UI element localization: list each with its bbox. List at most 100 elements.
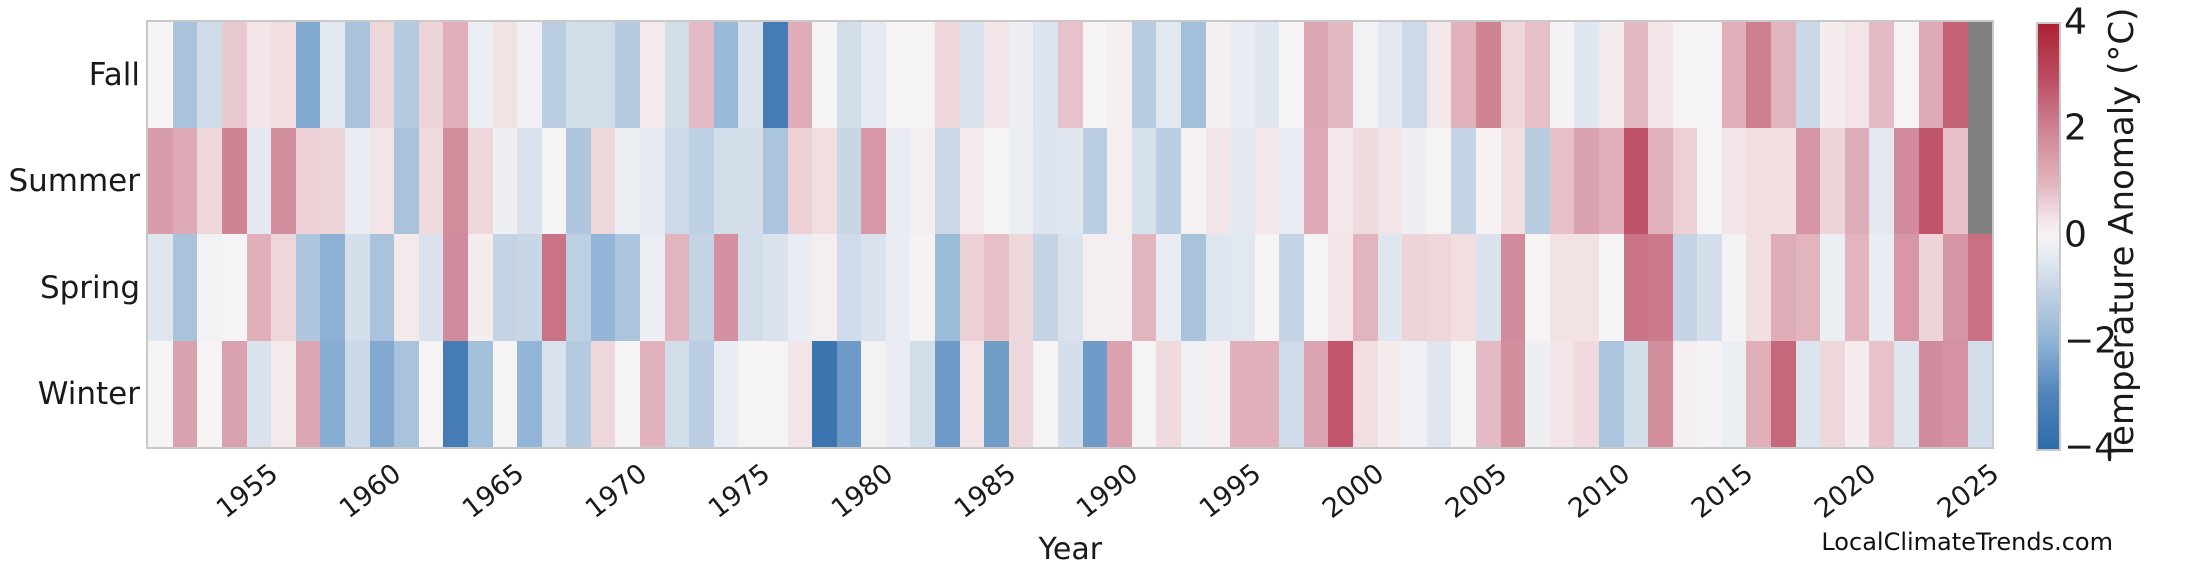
heatmap-cell: [1131, 234, 1157, 341]
heatmap-cell: [1107, 128, 1133, 234]
x-tick-label-1965: 1965: [456, 458, 530, 525]
heatmap-cell: [910, 341, 936, 447]
heatmap-cell: [1254, 128, 1280, 234]
heatmap-cell: [1672, 128, 1698, 234]
heatmap-cell: [1967, 128, 1993, 234]
heatmap-cell: [1328, 22, 1354, 128]
heatmap-cell: [320, 234, 346, 341]
heatmap-cell: [1771, 128, 1797, 234]
heatmap-cell: [1107, 234, 1133, 341]
heatmap-cell: [1721, 128, 1748, 234]
heatmap-cell: [590, 234, 617, 341]
heatmap-cell: [1549, 128, 1575, 234]
heatmap-cell: [738, 341, 764, 447]
heatmap-cell: [738, 22, 764, 128]
heatmap-cell: [1426, 128, 1452, 234]
heatmap-cell: [1967, 341, 1993, 447]
heatmap-cell: [1008, 234, 1034, 341]
heatmap-cell: [517, 341, 543, 447]
row-label-winter: Winter: [37, 376, 140, 412]
heatmap-cell: [541, 128, 567, 234]
heatmap-cell: [1893, 22, 1920, 128]
heatmap-cell: [197, 22, 223, 128]
x-tick-label-2010: 2010: [1563, 458, 1637, 525]
heatmap-cell: [1869, 128, 1895, 234]
heatmap-cell: [1623, 341, 1649, 447]
heatmap-cell: [885, 341, 912, 447]
heatmap-cell: [1918, 234, 1944, 341]
heatmap-cell: [762, 22, 789, 128]
colorbar-tick-0: 0: [2064, 214, 2087, 255]
heatmap-cell: [1893, 128, 1920, 234]
heatmap-cell: [394, 22, 420, 128]
heatmap-cell: [812, 234, 838, 341]
heatmap-cell: [1205, 22, 1231, 128]
heatmap-cell: [640, 234, 666, 341]
heatmap-cell: [984, 128, 1010, 234]
heatmap-cell: [664, 128, 690, 234]
heatmap-cell: [1500, 234, 1526, 341]
heatmap-cell: [1820, 22, 1846, 128]
heatmap-cell: [492, 22, 518, 128]
heatmap-cell: [222, 234, 248, 341]
heatmap-cell: [246, 341, 272, 447]
heatmap-cell: [689, 22, 715, 128]
heatmap-cell: [541, 22, 567, 128]
heatmap-cell: [1844, 22, 1870, 128]
heatmap-cell: [1500, 22, 1526, 128]
heatmap-cell: [1500, 128, 1526, 234]
heatmap-cell: [1230, 234, 1256, 341]
heatmap-cell: [418, 341, 444, 447]
heatmap-cell: [1771, 234, 1797, 341]
heatmap-cell: [762, 341, 789, 447]
heatmap-cell: [984, 22, 1010, 128]
heatmap-cell: [738, 128, 764, 234]
heatmap-cell: [1426, 341, 1452, 447]
heatmap-cell: [1648, 22, 1674, 128]
heatmap-cell: [861, 341, 887, 447]
heatmap-cell: [492, 341, 518, 447]
heatmap-cell: [1230, 22, 1256, 128]
heatmap-cell: [1058, 128, 1084, 234]
heatmap-cell: [1156, 22, 1182, 128]
heatmap-cell: [1525, 128, 1551, 234]
heatmap-cell: [222, 341, 248, 447]
heatmap-cell: [1574, 234, 1600, 341]
heatmap-cell: [541, 341, 567, 447]
heatmap-cell: [1844, 128, 1870, 234]
heatmap-cell: [1869, 22, 1895, 128]
heatmap-cell: [295, 234, 321, 341]
heatmap-cell: [664, 341, 690, 447]
heatmap-cell: [1451, 341, 1477, 447]
heatmap-cell: [172, 234, 199, 341]
heatmap-cell: [1697, 128, 1723, 234]
row-label-spring: Spring: [39, 269, 140, 306]
heatmap-cell: [1156, 128, 1182, 234]
heatmap-cell: [1967, 234, 1993, 341]
heatmap-cell: [1549, 234, 1575, 341]
heatmap-cell: [1402, 341, 1428, 447]
heatmap-cell: [1058, 22, 1084, 128]
heatmap-cell: [1893, 234, 1920, 341]
heatmap-cell: [640, 341, 666, 447]
heatmap-cell: [1328, 341, 1354, 447]
heatmap-cell: [1943, 234, 1969, 341]
heatmap-cell: [1402, 234, 1428, 341]
heatmap-cell: [910, 22, 936, 128]
heatmap-cell: [541, 234, 567, 341]
heatmap-cell: [1574, 128, 1600, 234]
heatmap-cell: [1574, 22, 1600, 128]
heatmap-cell: [836, 234, 862, 341]
heatmap-cell: [344, 234, 371, 341]
heatmap-cell: [1844, 234, 1870, 341]
heatmap-cell: [787, 128, 813, 234]
x-tick-label-1960: 1960: [333, 458, 407, 525]
heatmap-cell: [1353, 128, 1379, 234]
heatmap-cell: [984, 341, 1010, 447]
heatmap-cell: [713, 341, 739, 447]
heatmap-cell: [959, 234, 985, 341]
heatmap-cell: [1697, 341, 1723, 447]
heatmap-cell: [1475, 341, 1502, 447]
heatmap-cell: [615, 22, 641, 128]
